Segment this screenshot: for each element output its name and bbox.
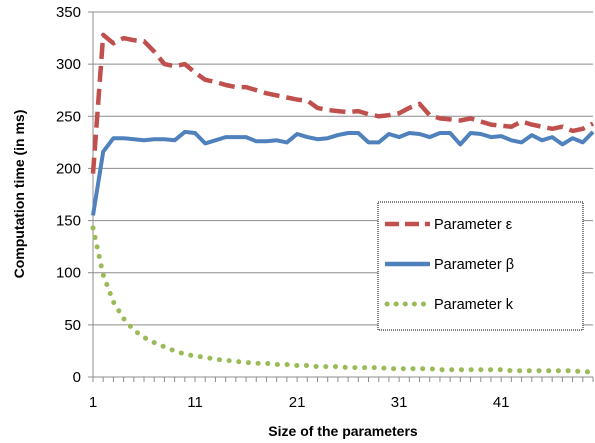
x-tick-label: 21: [289, 394, 306, 411]
y-axis-title: Computation time (in ms): [11, 110, 27, 279]
axes: [88, 11, 594, 382]
y-tick-label: 0: [73, 369, 81, 386]
gridlines: [93, 11, 593, 326]
y-tick-label: 50: [64, 317, 81, 334]
legend-label-k: Parameter k: [434, 297, 514, 313]
y-tick-label: 150: [56, 213, 81, 230]
series-lines: [90, 32, 595, 375]
y-tick-label: 300: [56, 56, 81, 73]
x-tick-label: 11: [187, 394, 203, 411]
y-tick-label: 200: [56, 160, 81, 177]
y-tick-label: 250: [56, 108, 81, 125]
legend: Parameter ε Parameter β Parameter k: [377, 201, 584, 331]
y-tick-label: 350: [56, 4, 81, 21]
x-tick-label: 1: [89, 394, 97, 411]
y-tick-label: 100: [56, 265, 81, 282]
x-axis-title: Size of the parameters: [268, 423, 418, 439]
series-line-2: [90, 225, 595, 375]
x-tick-label: 41: [493, 394, 510, 411]
x-tick-label: 31: [391, 394, 408, 411]
legend-label-epsilon: Parameter ε: [434, 217, 513, 233]
legend-label-beta: Parameter β: [434, 257, 514, 273]
series-line-1: [91, 129, 595, 216]
series-line-0: [90, 32, 595, 174]
